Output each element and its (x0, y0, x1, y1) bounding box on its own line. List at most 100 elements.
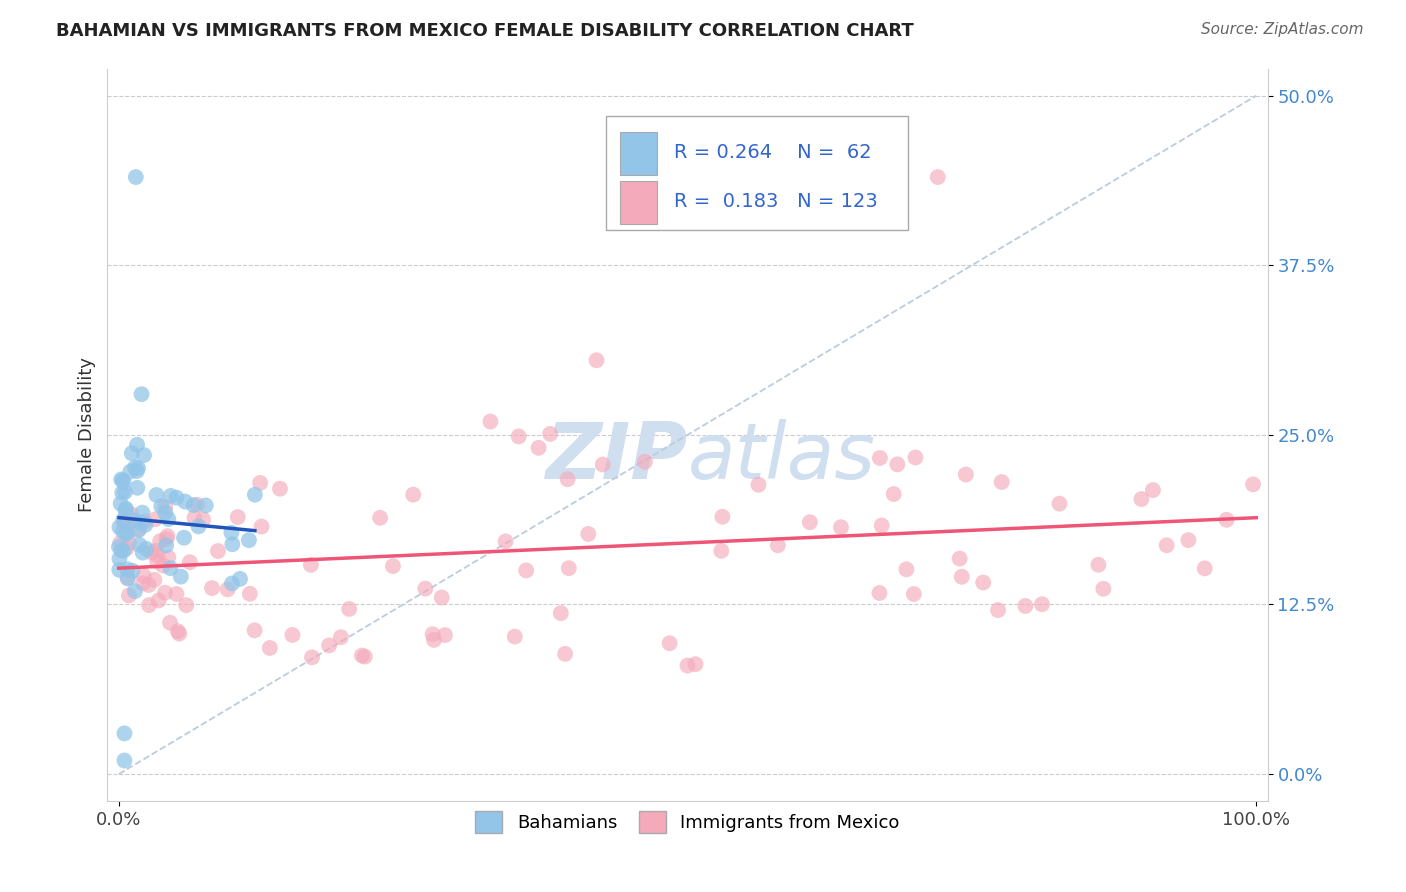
FancyBboxPatch shape (620, 181, 658, 224)
Point (135, 541, 157, 556)
Point (166, 587, 188, 601)
Point (108, 551, 131, 566)
Point (634, 455, 657, 469)
Point (111, 524, 134, 539)
Point (221, 576, 243, 591)
Point (207, 544, 229, 558)
Point (108, 520, 131, 534)
Point (217, 582, 239, 597)
Legend: Bahamians, Immigrants from Mexico: Bahamians, Immigrants from Mexico (468, 804, 907, 840)
Point (191, 512, 214, 526)
Point (250, 519, 273, 533)
Text: R =  0.183   N = 123: R = 0.183 N = 123 (673, 193, 877, 211)
Point (886, 458, 908, 472)
Point (124, 584, 146, 599)
Point (157, 550, 180, 565)
Point (950, 570, 973, 584)
Point (121, 564, 143, 578)
Point (990, 475, 1012, 489)
Point (201, 581, 224, 595)
Point (111, 485, 134, 500)
Point (156, 529, 179, 543)
Point (318, 639, 340, 653)
Point (115, 507, 138, 521)
Point (143, 573, 166, 587)
Point (155, 500, 177, 514)
Point (186, 498, 208, 512)
Point (124, 460, 146, 475)
Point (955, 467, 977, 482)
Point (110, 497, 132, 511)
Point (1177, 533, 1199, 548)
Point (159, 561, 181, 575)
Point (503, 630, 526, 644)
Point (111, 474, 134, 488)
Point (157, 512, 180, 526)
Point (115, 501, 138, 516)
Point (592, 458, 614, 472)
Point (115, 525, 138, 540)
Point (117, 571, 139, 585)
Point (301, 650, 323, 665)
Point (115, 514, 138, 528)
Point (167, 624, 190, 639)
Text: atlas: atlas (688, 419, 876, 495)
Point (122, 513, 145, 527)
Point (299, 558, 322, 572)
Point (166, 491, 188, 505)
Point (114, 503, 136, 517)
Point (1014, 599, 1036, 613)
Point (127, 461, 149, 475)
Point (1031, 597, 1053, 611)
Point (766, 538, 789, 552)
Point (685, 657, 707, 672)
Point (869, 450, 891, 465)
Point (869, 586, 891, 600)
Point (422, 627, 444, 641)
Point (495, 534, 517, 549)
Point (239, 587, 262, 601)
Point (132, 568, 155, 582)
Point (402, 488, 425, 502)
Point (114, 519, 136, 533)
Text: Source: ZipAtlas.com: Source: ZipAtlas.com (1201, 22, 1364, 37)
Point (143, 512, 166, 526)
Point (110, 543, 132, 558)
Point (121, 446, 143, 460)
Point (170, 569, 193, 583)
Point (134, 517, 156, 532)
Point (110, 536, 132, 550)
Point (896, 562, 918, 576)
Point (269, 482, 291, 496)
Point (433, 628, 456, 642)
Point (676, 658, 699, 673)
Point (903, 587, 925, 601)
Point (152, 558, 174, 573)
Point (1087, 558, 1109, 572)
Point (430, 591, 453, 605)
Point (159, 615, 181, 630)
Point (558, 561, 581, 575)
Point (183, 498, 205, 512)
Point (1241, 477, 1264, 491)
Point (527, 441, 550, 455)
Point (221, 537, 243, 551)
Point (1194, 561, 1216, 575)
Point (125, 464, 148, 478)
Point (329, 630, 352, 644)
Point (145, 488, 167, 502)
FancyBboxPatch shape (620, 132, 658, 175)
Point (423, 632, 446, 647)
Point (927, 170, 949, 185)
Point (108, 563, 131, 577)
Point (830, 520, 852, 534)
Point (155, 532, 177, 546)
Point (221, 525, 243, 540)
Point (1142, 483, 1164, 497)
Point (128, 523, 150, 537)
Point (112, 475, 135, 489)
Point (155, 506, 177, 520)
Point (747, 477, 769, 491)
Point (127, 438, 149, 452)
Y-axis label: Female Disability: Female Disability (79, 358, 96, 512)
